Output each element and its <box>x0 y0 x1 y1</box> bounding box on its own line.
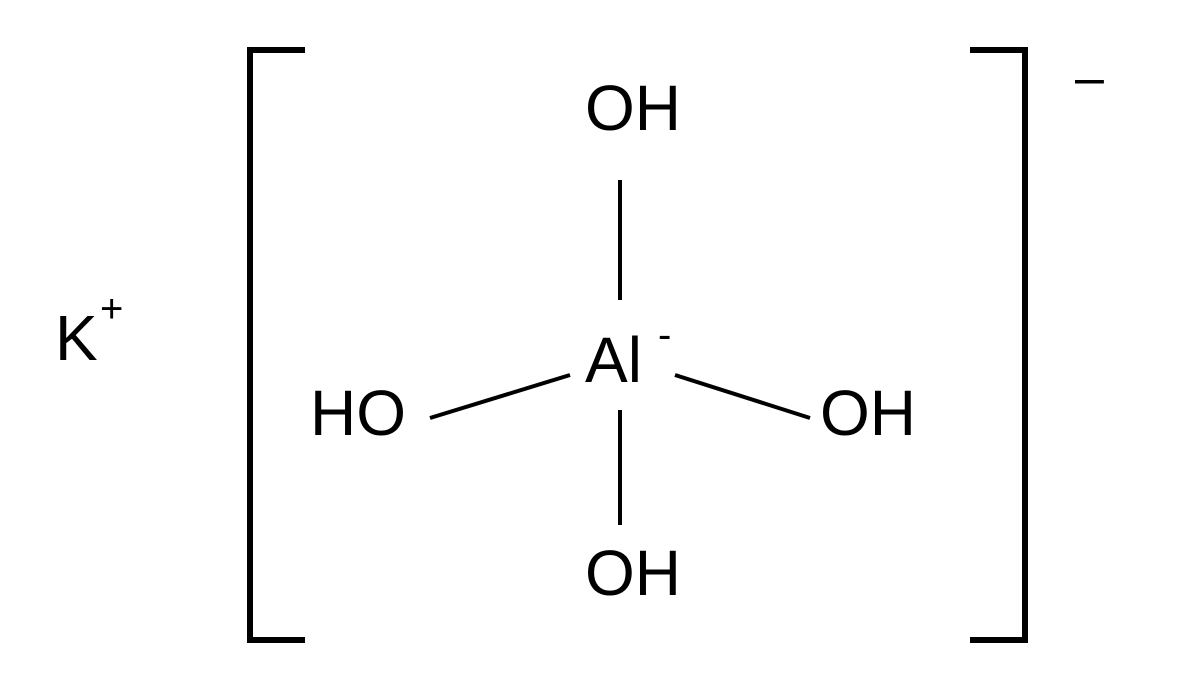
ligand-label: OH <box>585 537 681 609</box>
center-atom: Al <box>585 324 642 396</box>
cation-charge: + <box>100 287 123 331</box>
chemical-structure-diagram: K + Al - OH HO OH OH – <box>0 0 1200 699</box>
bond-line <box>675 375 810 418</box>
ligand-label: HO <box>310 377 406 449</box>
bracket-outer-charge: – <box>1075 49 1104 107</box>
bracket-right <box>970 50 1025 640</box>
center-charge: - <box>658 313 671 357</box>
cation-atom: K <box>55 302 98 374</box>
bond-line <box>430 375 570 418</box>
bracket-left <box>250 50 305 640</box>
ligand-label: OH <box>585 72 681 144</box>
ligand-label: OH <box>820 377 916 449</box>
